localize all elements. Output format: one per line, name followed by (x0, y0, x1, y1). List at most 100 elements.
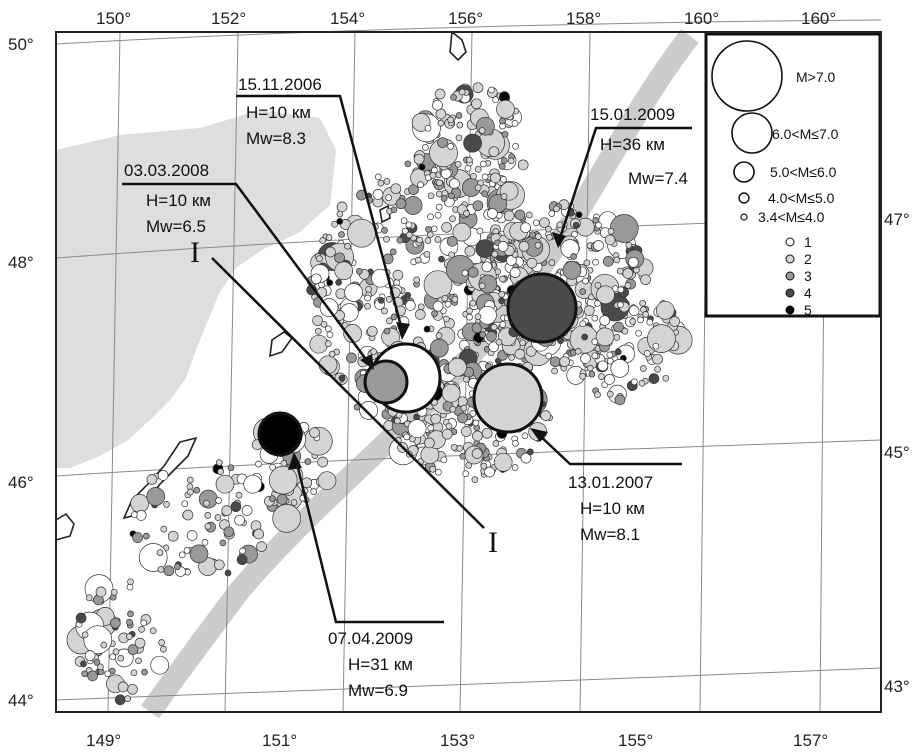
epicenter-dot (83, 625, 113, 655)
epicenter-dot (93, 659, 101, 666)
epicenter-dot (127, 578, 134, 586)
epicenter-dot (435, 203, 443, 211)
epicenter-dot (434, 211, 442, 219)
epicenter-dot (130, 494, 150, 513)
event-magnitude: Mw=8.3 (246, 129, 306, 148)
epicenter-dot (474, 313, 482, 321)
epicenter-dot (498, 297, 505, 305)
epicenter-dot (193, 486, 201, 494)
annotation-15-11-2006: 15.11.2006 H=10 км Mw=8.3 (238, 75, 322, 148)
epicenter-dot (243, 474, 263, 494)
epicenter-dot (117, 654, 125, 662)
event-magnitude: Mw=7.4 (628, 169, 688, 188)
epicenter-dot (385, 194, 392, 201)
epicenter-dot (221, 505, 233, 516)
epicenter-dot (365, 285, 372, 293)
epicenter-dot (100, 641, 108, 649)
epicenter-dot (394, 417, 401, 425)
legend-depth-label: 3 (804, 268, 812, 284)
epicenter-dot (598, 373, 605, 380)
epicenter-dot (160, 525, 168, 533)
epicenter-dot (149, 627, 157, 635)
epicenter-dot (334, 252, 345, 264)
epicenter-dot (344, 283, 363, 302)
left-lat-label: 44° (8, 691, 34, 710)
epicenter-dot (500, 157, 508, 164)
epicenter-dot (540, 410, 552, 421)
epicenter-dot (430, 413, 442, 425)
epicenter-dot (488, 341, 500, 353)
epicenter-dot (324, 340, 332, 348)
legend-label-m6: 6.0<M≤7.0 (772, 126, 839, 142)
event-date: 15.01.2009 (590, 105, 675, 124)
epicenter-dot (215, 497, 222, 504)
epicenter-dot (448, 192, 455, 200)
bottom-lon-label: 155° (618, 731, 653, 750)
epicenter-dot (325, 246, 336, 258)
epicenter-dot (423, 325, 431, 333)
epicenter-dot (534, 241, 542, 249)
epicenter-dot (460, 404, 468, 412)
epicenter-dot (580, 353, 591, 364)
epicenter-dot (427, 424, 435, 432)
epicenter-dot (436, 179, 443, 187)
epicenter-dot (413, 153, 425, 165)
epicenter-dot (466, 156, 473, 164)
epicenter-dot (452, 222, 472, 242)
epicenter-dot (440, 195, 448, 202)
epicenter-dot (604, 234, 616, 246)
epicenter-dot (624, 282, 632, 289)
annotation-07-04-2009: 07.04.2009 H=31 км Mw=6.9 (328, 629, 413, 700)
epicenter-dot (520, 452, 532, 464)
epicenter-dot (158, 639, 165, 646)
epicenter-dot (604, 374, 615, 385)
epicenter-dot (215, 459, 223, 466)
epicenter-dot (304, 458, 312, 465)
epicenter-dot (458, 88, 466, 96)
legend-label-m3: 3.4<M≤4.0 (758, 209, 825, 225)
epicenter-dot (381, 227, 388, 234)
epicenter-dot (613, 334, 621, 341)
epicenter-dot (610, 359, 630, 378)
epicenter-dot (223, 526, 235, 538)
epicenter-dot (606, 351, 614, 359)
epicenter-dot (427, 192, 435, 200)
epicenter-dot (81, 631, 89, 639)
epicenter-dot (331, 220, 338, 228)
epicenter-dot (381, 307, 388, 315)
epicenter-dot (655, 300, 675, 320)
epicenter-dot (178, 551, 186, 559)
epicenter-dot (215, 474, 235, 494)
epicenter-dot (456, 121, 464, 129)
epicenter-dot (217, 468, 224, 475)
epicenter-dot (593, 240, 604, 251)
epicenter-dot (404, 160, 412, 168)
epicenter-dot (130, 511, 138, 518)
epicenter-dot (492, 440, 500, 447)
epicenter-dot (364, 302, 371, 310)
epicenter-dot (500, 193, 508, 200)
epicenter-dot (405, 300, 416, 311)
epicenter-dot (157, 566, 165, 573)
epicenter-dot (526, 257, 538, 269)
epicenter-dot (486, 331, 497, 342)
legend-label-m7: M>7.0 (796, 69, 836, 85)
epicenter-dot (405, 221, 413, 229)
epicenter-dot (614, 348, 622, 356)
event-magnitude: Mw=6.5 (146, 217, 206, 236)
epicenter-dot (490, 172, 501, 184)
event-magnitude: Mw=6.9 (348, 681, 408, 700)
event-date: 13.01.2007 (568, 473, 653, 492)
epicenter-dot (652, 342, 660, 350)
epicenter-dot (183, 547, 191, 554)
epicenter-dot (326, 279, 334, 287)
epicenter-dot (336, 201, 348, 213)
epicenter-dot (134, 637, 146, 649)
epicenter-dot (163, 565, 175, 577)
epicenter-dot (474, 165, 482, 173)
epicenter-dot (236, 554, 248, 565)
epicenter-dot (549, 356, 561, 368)
epicenter-dot (652, 353, 663, 365)
